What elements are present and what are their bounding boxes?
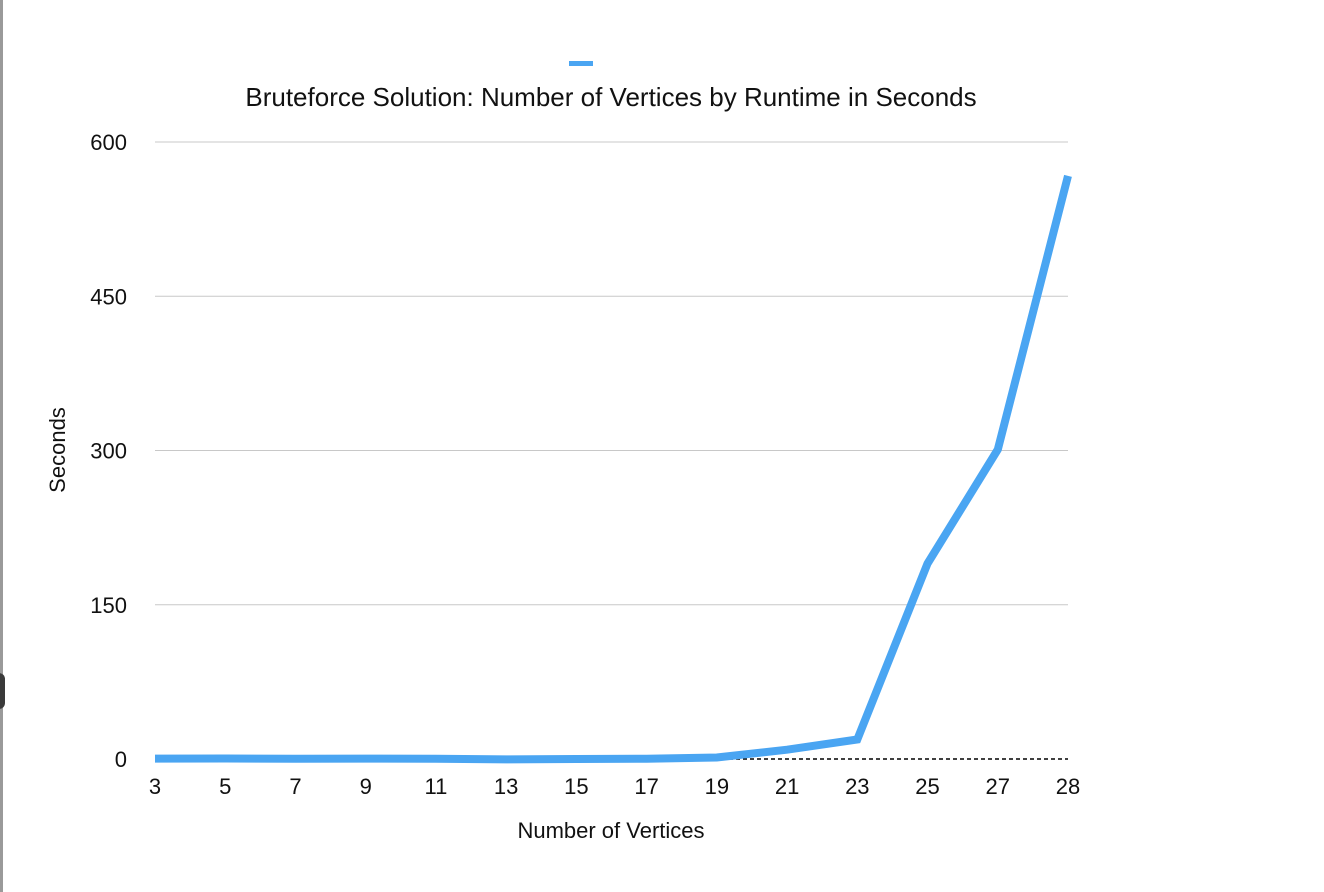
y-tick-label: 0 [115, 747, 127, 772]
x-axis-title: Number of Vertices [517, 818, 704, 843]
x-tick-label: 28 [1056, 774, 1080, 799]
y-tick-label: 150 [90, 593, 127, 618]
y-tick-label: 300 [90, 439, 127, 464]
legend [569, 61, 593, 66]
x-tick-label: 11 [425, 774, 448, 799]
x-tick-label: 15 [564, 774, 588, 799]
x-tick-label: 25 [915, 774, 939, 799]
x-tick-labels: 3 5 7 9 11 13 15 17 19 21 23 25 27 28 [149, 774, 1080, 799]
x-tick-label: 3 [149, 774, 161, 799]
x-tick-label: 13 [494, 774, 518, 799]
window-edge [0, 0, 3, 892]
x-tick-label: 17 [634, 774, 658, 799]
x-tick-label: 7 [289, 774, 301, 799]
x-tick-label: 9 [360, 774, 372, 799]
x-tick-label: 19 [705, 774, 729, 799]
x-tick-label: 27 [986, 774, 1010, 799]
y-tick-label: 600 [90, 130, 127, 155]
window-edge-handle [0, 673, 5, 709]
y-axis-title: Seconds [45, 407, 70, 493]
series-lines [154, 174, 1072, 764]
x-tick-label: 21 [775, 774, 799, 799]
y-tick-label: 450 [90, 284, 127, 309]
x-tick-label: 23 [845, 774, 869, 799]
x-tick-label: 5 [219, 774, 231, 799]
series-line [154, 174, 1072, 764]
y-tick-labels: 0 150 300 450 600 [90, 130, 127, 772]
legend-swatch [569, 61, 593, 66]
chart-title: Bruteforce Solution: Number of Vertices … [245, 82, 976, 112]
grid-lines [155, 141, 1068, 606]
